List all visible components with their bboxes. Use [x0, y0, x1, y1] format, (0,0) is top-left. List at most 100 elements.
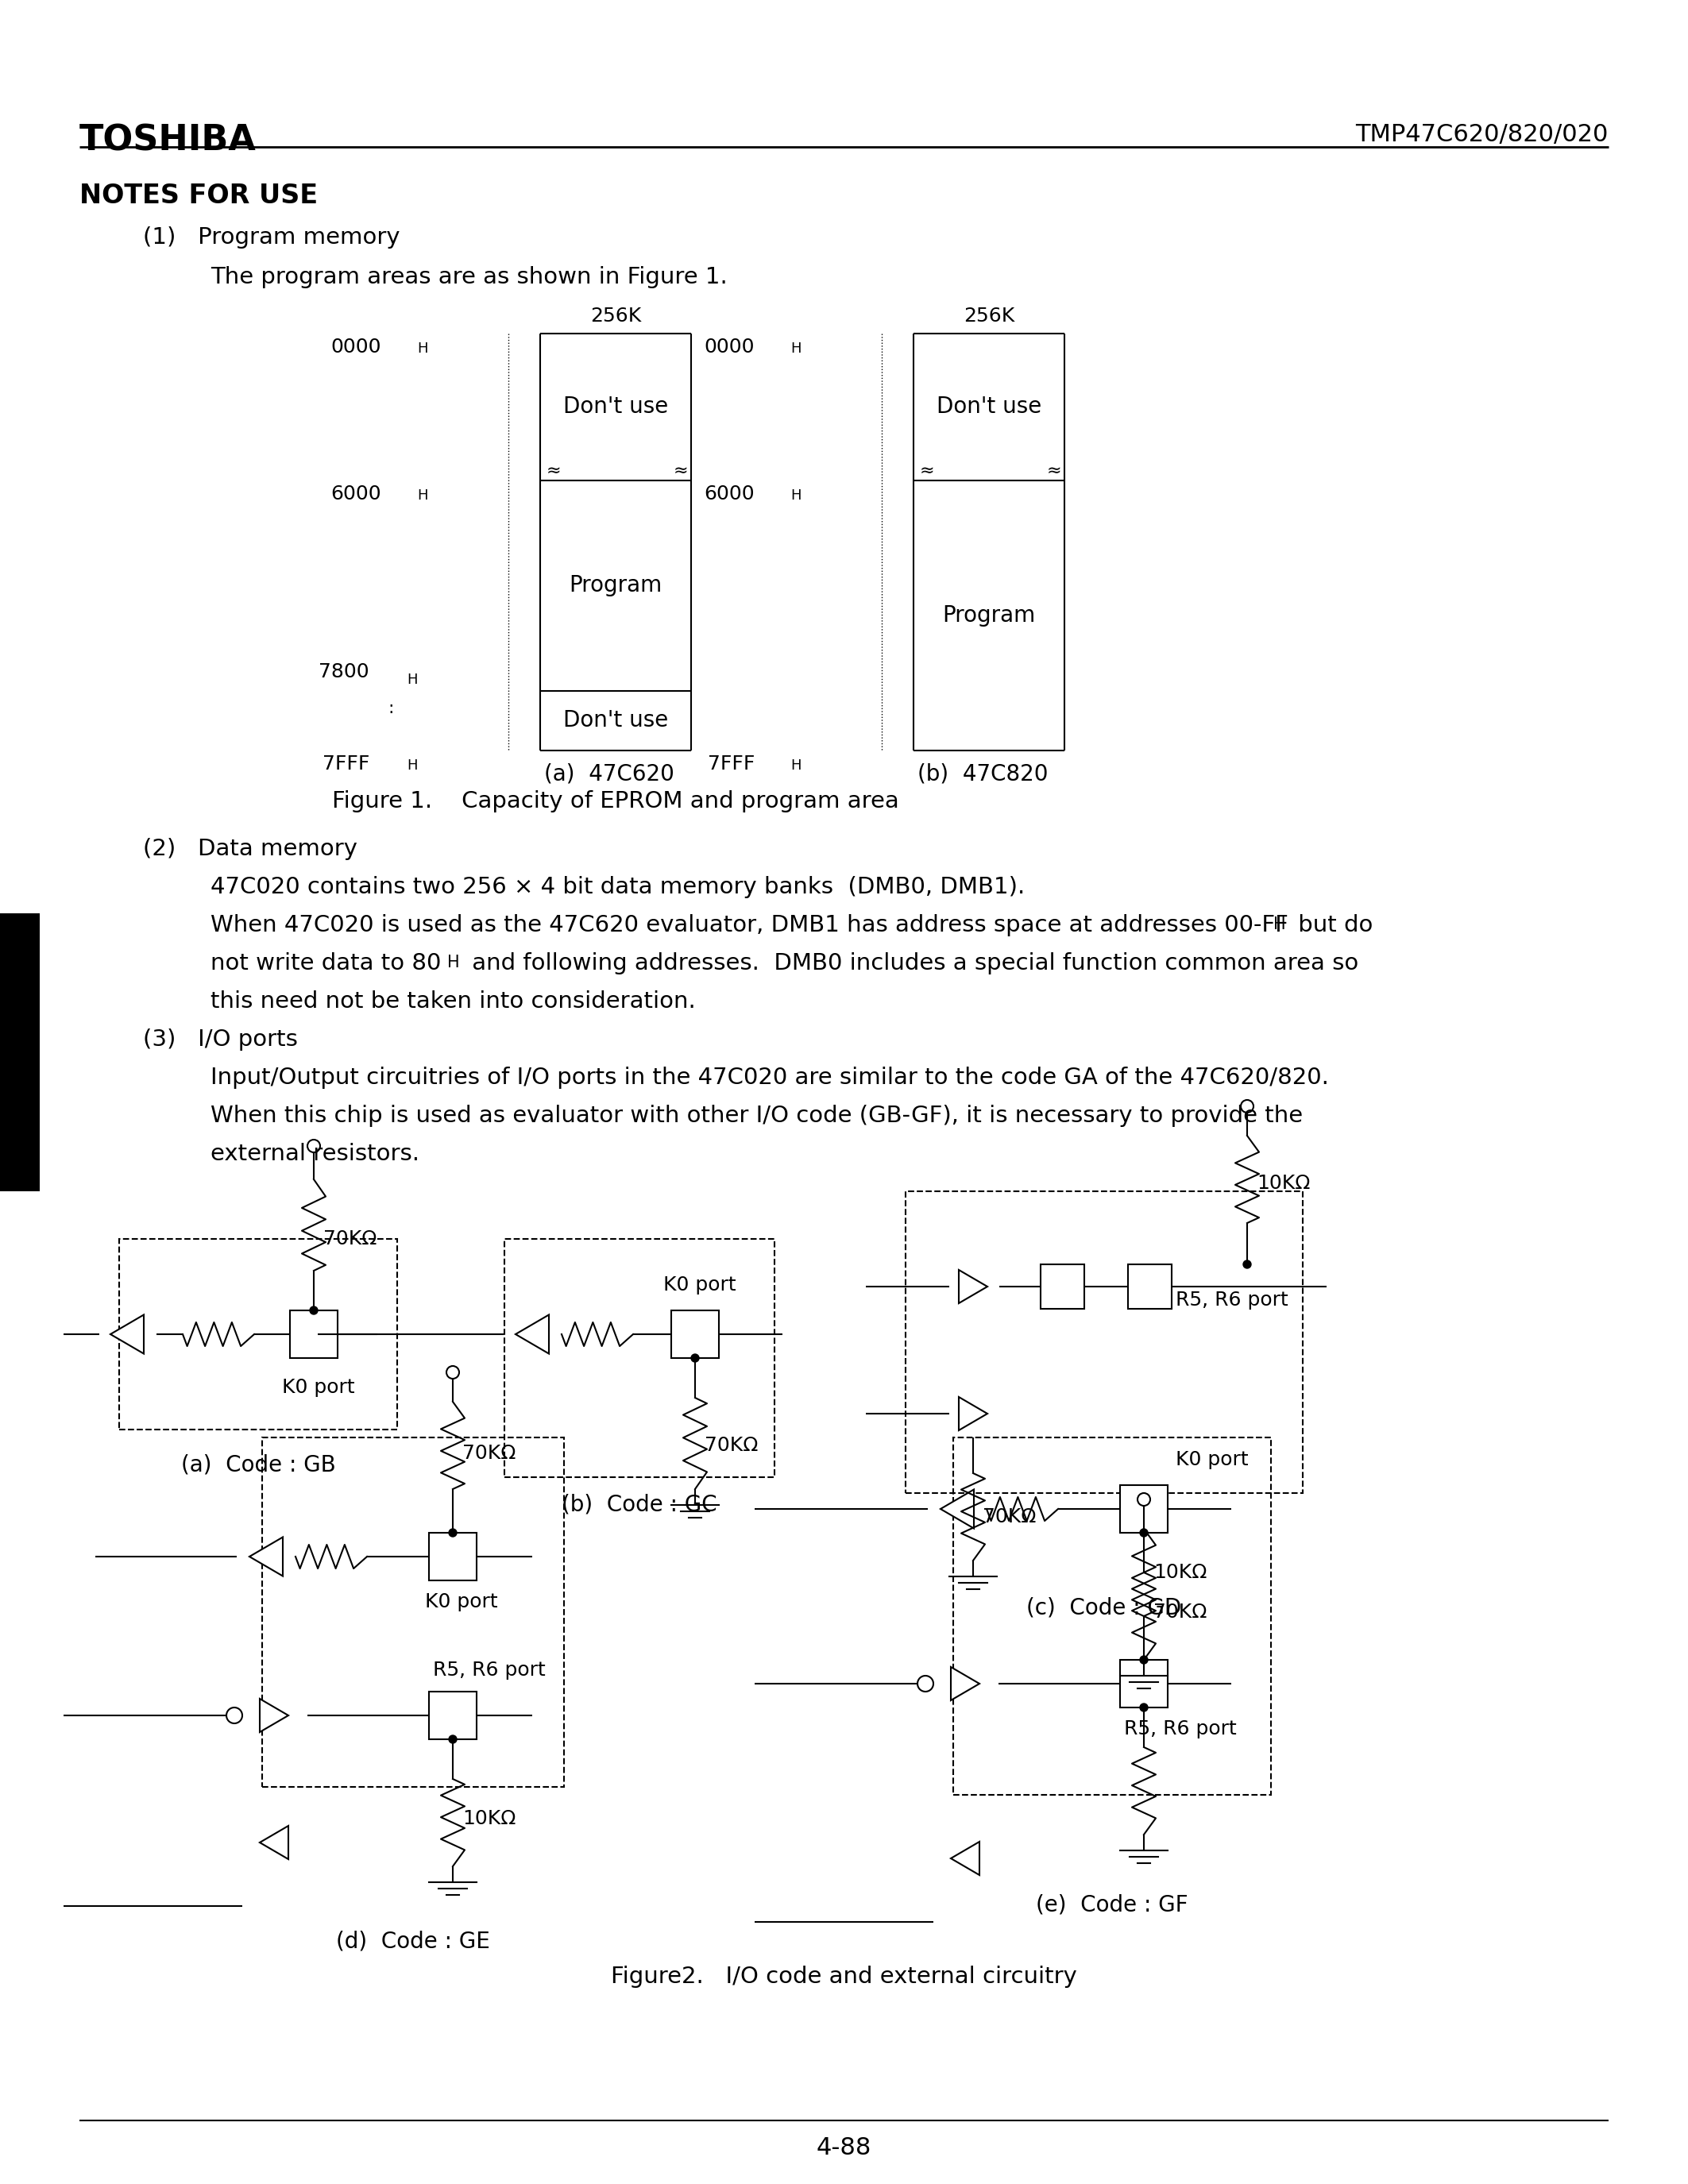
Circle shape [1139, 1529, 1148, 1538]
Text: K0 port: K0 port [663, 1275, 736, 1295]
Text: (d)  Code : GE: (d) Code : GE [336, 1931, 490, 1952]
Text: 70KΩ: 70KΩ [463, 1444, 517, 1463]
Bar [905, 1190, 1303, 1494]
Bar [262, 1437, 564, 1787]
Text: (1)   Program memory: (1) Program memory [143, 227, 400, 249]
Polygon shape [515, 1315, 549, 1354]
Text: TMP47C620/820/020: TMP47C620/820/020 [1355, 122, 1609, 146]
Text: H: H [447, 954, 459, 970]
Text: H: H [407, 673, 417, 688]
Text: H: H [790, 758, 802, 773]
Circle shape [1139, 1655, 1148, 1664]
Text: this need not be taken into consideration.: this need not be taken into consideratio… [211, 989, 695, 1013]
Polygon shape [260, 1826, 289, 1859]
Bar [120, 1238, 397, 1431]
Text: 4-88: 4-88 [815, 2136, 871, 2160]
Circle shape [1242, 1260, 1251, 1269]
Circle shape [1241, 1101, 1254, 1112]
Text: not write data to 80: not write data to 80 [211, 952, 441, 974]
Text: external resistors.: external resistors. [211, 1142, 419, 1164]
Text: H: H [417, 489, 427, 502]
Text: but do: but do [1291, 915, 1372, 937]
Text: 70KΩ: 70KΩ [982, 1507, 1036, 1527]
Text: ≈: ≈ [920, 463, 935, 478]
Bar [429, 1693, 476, 1738]
Text: 7FFF: 7FFF [322, 753, 370, 773]
Text: ≈: ≈ [1047, 463, 1062, 478]
Text: 0000: 0000 [704, 339, 755, 356]
Text: Don't use: Don't use [937, 395, 1041, 417]
Bar [1128, 1265, 1171, 1308]
Text: R5, R6 port: R5, R6 port [432, 1660, 545, 1679]
Text: K0 port: K0 port [282, 1378, 354, 1398]
Text: 10KΩ: 10KΩ [1256, 1173, 1310, 1192]
Text: (a)  Code : GB: (a) Code : GB [181, 1452, 336, 1476]
Text: 7800: 7800 [319, 662, 370, 681]
Polygon shape [959, 1269, 987, 1304]
Polygon shape [959, 1398, 987, 1431]
Circle shape [1139, 1704, 1148, 1712]
Text: K0 port: K0 port [425, 1592, 498, 1612]
Text: Don't use: Don't use [564, 710, 668, 732]
Text: and following addresses.  DMB0 includes a special function common area so: and following addresses. DMB0 includes a… [464, 952, 1359, 974]
Text: 7FFF: 7FFF [707, 753, 755, 773]
Text: (b)  Code : GC: (b) Code : GC [562, 1494, 717, 1516]
Polygon shape [260, 1699, 289, 1732]
Text: Figure2.   I/O code and external circuitry: Figure2. I/O code and external circuitry [611, 1966, 1077, 1987]
Text: H: H [407, 758, 417, 773]
Text: R5, R6 port: R5, R6 port [1175, 1291, 1288, 1310]
Text: TOSHIBA: TOSHIBA [79, 122, 257, 157]
Text: 47C020 contains two 256 × 4 bit data memory banks  (DMB0, DMB1).: 47C020 contains two 256 × 4 bit data mem… [211, 876, 1025, 898]
Circle shape [918, 1675, 933, 1693]
Text: R5, R6 port: R5, R6 port [1124, 1719, 1237, 1738]
Bar [1121, 1660, 1168, 1708]
Text: H: H [790, 489, 802, 502]
Bar [429, 1533, 476, 1581]
Text: 70KΩ: 70KΩ [324, 1230, 376, 1249]
Text: 70KΩ: 70KΩ [1153, 1603, 1207, 1623]
Text: H: H [790, 341, 802, 356]
Bar [1040, 1265, 1084, 1308]
Text: (2)   Data memory: (2) Data memory [143, 839, 358, 860]
Bar [1121, 1485, 1168, 1533]
Circle shape [449, 1736, 457, 1743]
Text: :: : [388, 701, 393, 716]
Text: (e)  Code : GF: (e) Code : GF [1036, 1894, 1188, 1915]
Circle shape [690, 1354, 699, 1363]
Circle shape [311, 1306, 317, 1315]
Text: 10KΩ: 10KΩ [463, 1808, 517, 1828]
Text: The program areas are as shown in Figure 1.: The program areas are as shown in Figure… [211, 266, 728, 288]
Text: When this chip is used as evaluator with other I/O code (GB-GF), it is necessary: When this chip is used as evaluator with… [211, 1105, 1303, 1127]
Text: Input/Output circuitries of I/O ports in the 47C020 are similar to the code GA o: Input/Output circuitries of I/O ports in… [211, 1066, 1328, 1090]
Polygon shape [110, 1315, 143, 1354]
Text: Figure 1.    Capacity of EPROM and program area: Figure 1. Capacity of EPROM and program … [333, 791, 900, 812]
Text: When 47C020 is used as the 47C620 evaluator, DMB1 has address space at addresses: When 47C020 is used as the 47C620 evalua… [211, 915, 1288, 937]
Polygon shape [950, 1666, 979, 1701]
Polygon shape [950, 1841, 979, 1876]
Text: ≈: ≈ [674, 463, 689, 478]
Text: Don't use: Don't use [564, 395, 668, 417]
Text: 0000: 0000 [331, 339, 381, 356]
Text: H: H [1273, 917, 1286, 933]
Text: (b)  47C820: (b) 47C820 [918, 762, 1048, 784]
Polygon shape [940, 1489, 974, 1529]
Text: 6000: 6000 [331, 485, 381, 505]
Text: K0 port: K0 port [1175, 1450, 1249, 1470]
Text: 256K: 256K [964, 306, 1014, 325]
Bar [0, 913, 41, 1190]
Bar [290, 1310, 338, 1358]
Circle shape [226, 1708, 243, 1723]
Text: 6000: 6000 [704, 485, 755, 505]
Polygon shape [250, 1538, 284, 1577]
Text: Program: Program [942, 605, 1035, 627]
Text: Program: Program [569, 574, 662, 596]
Text: 256K: 256K [591, 306, 641, 325]
Text: H: H [417, 341, 427, 356]
Text: (c)  Code : GD: (c) Code : GD [1026, 1597, 1182, 1618]
Text: 70KΩ: 70KΩ [704, 1435, 758, 1455]
Circle shape [307, 1140, 321, 1153]
Text: (3)   I/O ports: (3) I/O ports [143, 1029, 297, 1051]
Circle shape [446, 1365, 459, 1378]
Text: 10KΩ: 10KΩ [1153, 1564, 1207, 1581]
Circle shape [1138, 1494, 1150, 1505]
